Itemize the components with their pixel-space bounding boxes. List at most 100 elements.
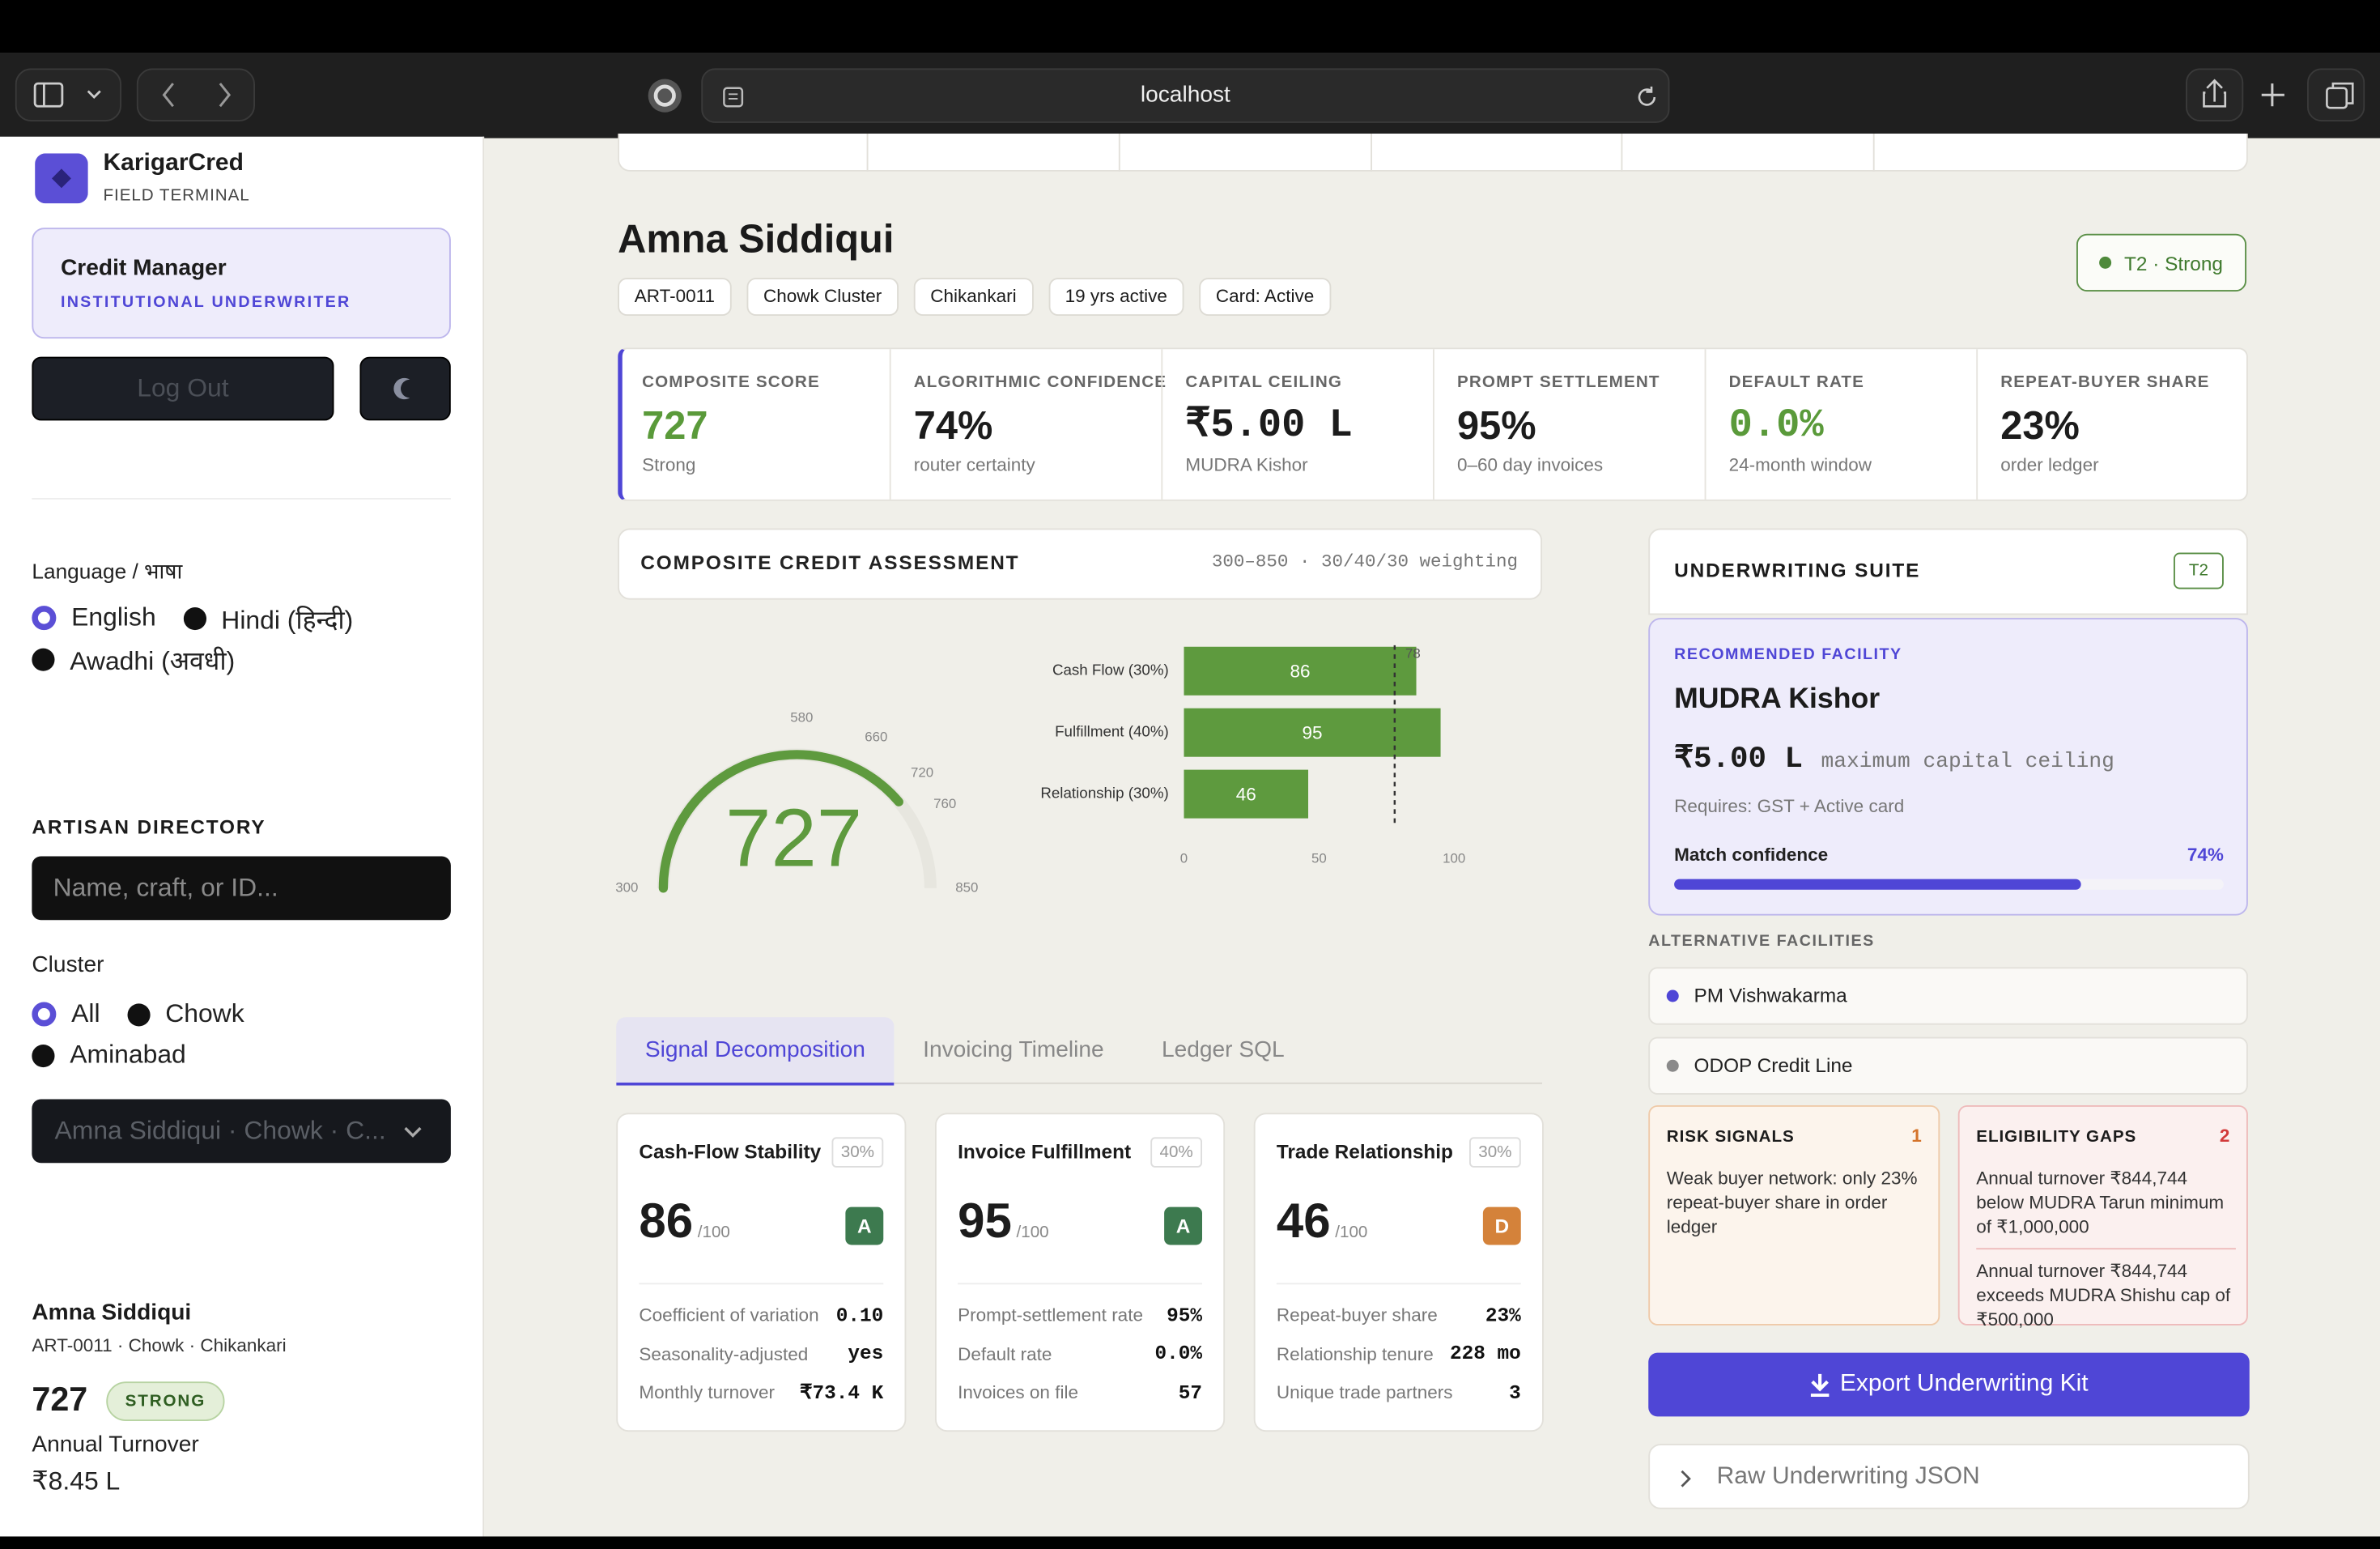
gauge-score: 727 bbox=[725, 792, 862, 883]
card-separator bbox=[1872, 134, 1875, 172]
grade-badge: A bbox=[1164, 1206, 1202, 1245]
tab[interactable]: Invoicing Timeline bbox=[923, 1036, 1104, 1063]
suite-tier: T2 bbox=[2174, 552, 2224, 589]
metric-label: Repeat-buyer share bbox=[1276, 1304, 1438, 1326]
radio-unchecked bbox=[32, 1044, 55, 1067]
radio-label: Awadhi (अवधी) bbox=[70, 645, 236, 675]
tab[interactable]: Ledger SQL bbox=[1161, 1036, 1285, 1063]
card-separator bbox=[1371, 134, 1372, 172]
facility-name: MUDRA Kishor bbox=[1674, 683, 1881, 715]
kpi-label: REPEAT-BUYER SHARE bbox=[2000, 372, 2210, 392]
metric-label: Monthly turnover bbox=[639, 1381, 775, 1403]
address-bar[interactable]: localhost bbox=[701, 68, 1670, 123]
metric-value: ₹73.4 K bbox=[799, 1381, 884, 1404]
radio-label: Aminabad bbox=[70, 1040, 186, 1069]
metric-value: 0.0% bbox=[1154, 1342, 1202, 1365]
metric-value: 23% bbox=[1485, 1303, 1521, 1326]
metric-label: Relationship tenure bbox=[1276, 1343, 1434, 1365]
raw-json-toggle[interactable]: Raw Underwriting JSON bbox=[1648, 1444, 2250, 1509]
radio-option[interactable]: All bbox=[32, 998, 100, 1031]
facility-dot bbox=[1666, 989, 1679, 1002]
kpi-value: 95% bbox=[1457, 402, 1536, 449]
bar bbox=[1184, 769, 1309, 819]
tier-dot bbox=[2100, 256, 2113, 269]
gauge-value-arc bbox=[658, 750, 903, 893]
metric-value: 0.10 bbox=[835, 1303, 884, 1326]
history-nav[interactable] bbox=[136, 68, 255, 121]
signal-title: Cash-Flow Stability bbox=[639, 1139, 822, 1163]
radio-group: English Hindi (हिन्दी) Awadhi (अवधी) bbox=[32, 602, 396, 693]
facility-amount: ₹5.00 L maximum capital ceiling bbox=[1674, 738, 2236, 783]
gauge-tick-label: 300 bbox=[615, 879, 638, 895]
amount-value: ₹5.00 L bbox=[1674, 742, 1804, 777]
url-text: localhost bbox=[1140, 82, 1230, 109]
signal-title: Trade Relationship bbox=[1276, 1139, 1453, 1163]
tab-active[interactable]: Signal Decomposition bbox=[616, 1017, 895, 1086]
alternative-facility[interactable] bbox=[1648, 1036, 2248, 1095]
weight-chip: 30% bbox=[831, 1137, 884, 1168]
metric-value: 228 mo bbox=[1449, 1342, 1521, 1365]
metric-label: Coefficient of variation bbox=[639, 1304, 819, 1326]
gauge-tick-label: 850 bbox=[955, 879, 978, 895]
logout-button[interactable]: Log Out bbox=[32, 356, 334, 421]
suite-header bbox=[1648, 528, 2248, 615]
profile-name: Amna Siddiqui bbox=[618, 215, 895, 262]
signal-score: 86/100 bbox=[639, 1194, 821, 1254]
radio-option[interactable]: Aminabad bbox=[32, 1039, 186, 1072]
search-input[interactable]: Name, craft, or ID... bbox=[32, 856, 451, 921]
signal-divider bbox=[1276, 1283, 1521, 1285]
strength-badge: STRONG bbox=[106, 1381, 225, 1421]
reload-icon-glyph bbox=[1638, 86, 1656, 106]
alternative-name: ODOP Credit Line bbox=[1694, 1053, 1853, 1076]
alternative-facility[interactable] bbox=[1648, 967, 2248, 1025]
score-value: 86 bbox=[639, 1193, 694, 1249]
theme-toggle[interactable] bbox=[359, 356, 451, 421]
confidence-value: 74% bbox=[2187, 844, 2224, 866]
radio-unchecked bbox=[32, 647, 55, 670]
signal-divider bbox=[958, 1283, 1202, 1285]
gauge-track bbox=[657, 748, 937, 888]
theme-toggle-glyph bbox=[359, 356, 451, 421]
amount-note: maximum capital ceiling bbox=[1821, 750, 2114, 775]
grade-badge: D bbox=[1482, 1206, 1521, 1245]
toolbar-actions-glyph bbox=[2186, 68, 2365, 121]
kpi-value: 0.0% bbox=[1728, 402, 1824, 449]
score-value: 46 bbox=[1276, 1193, 1331, 1249]
sidebar-toggle[interactable] bbox=[15, 68, 121, 121]
bar bbox=[1184, 646, 1417, 696]
metric-label: Default rate bbox=[958, 1343, 1052, 1365]
assessment-header bbox=[618, 528, 1542, 600]
role-card bbox=[32, 228, 451, 339]
role-title: Credit Manager bbox=[61, 255, 227, 282]
reload-icon[interactable] bbox=[1634, 85, 1659, 109]
profile-tag: Chikankari bbox=[913, 278, 1034, 316]
brand-subtitle: FIELD TERMINAL bbox=[103, 186, 250, 205]
radio-checked bbox=[32, 606, 57, 631]
directory-title: ARTISAN DIRECTORY bbox=[32, 815, 266, 838]
artisan-select[interactable]: Amna Siddiqui · Chowk · C... bbox=[32, 1099, 451, 1164]
threshold-label: 78 bbox=[1405, 646, 1421, 662]
radio-option[interactable]: English bbox=[32, 602, 156, 635]
toolbar-actions[interactable] bbox=[2186, 68, 2365, 121]
radio-option[interactable]: Hindi (हिन्दी) bbox=[183, 602, 353, 635]
recommended-card bbox=[1648, 618, 2248, 916]
kpi-subtext: MUDRA Kishor bbox=[1185, 453, 1308, 476]
score-max: /100 bbox=[1016, 1223, 1049, 1242]
panel-count: 2 bbox=[2219, 1125, 2230, 1147]
radio-label: Hindi (हिन्दी) bbox=[221, 605, 354, 634]
extension-icon[interactable] bbox=[647, 78, 683, 114]
kpi-label: ALGORITHMIC CONFIDENCE bbox=[913, 372, 1167, 392]
select-chevron bbox=[402, 1122, 423, 1141]
page-icon-glyph bbox=[723, 87, 744, 108]
kpi-value: 74% bbox=[913, 402, 993, 449]
tag-row: ART-0011 Chowk Cluster Chikankari 19 yrs ac… bbox=[618, 278, 1528, 316]
export-button[interactable]: Export Underwriting Kit bbox=[1648, 1352, 2250, 1417]
kpi-subtext: 24-month window bbox=[1728, 453, 1872, 476]
history-nav-glyph bbox=[136, 68, 255, 121]
radio-option[interactable]: Chowk bbox=[127, 998, 244, 1031]
radio-option[interactable]: Awadhi (अवधी) bbox=[32, 642, 235, 675]
extension-icon-glyph bbox=[648, 79, 682, 113]
assessment-title: COMPOSITE CREDIT ASSESSMENT bbox=[640, 550, 1020, 573]
brand-logo-glyph bbox=[35, 153, 88, 204]
suite-title: UNDERWRITING SUITE bbox=[1674, 558, 1921, 581]
